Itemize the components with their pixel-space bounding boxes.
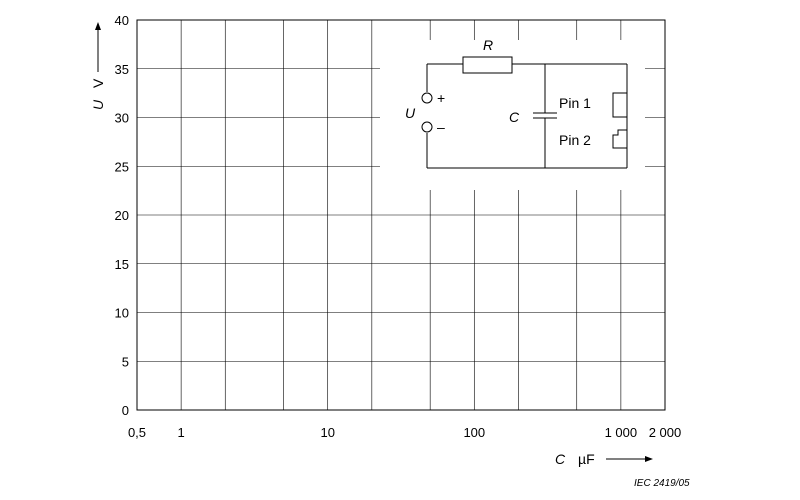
plot-border — [136, 19, 666, 411]
x-axis-arrow-head — [645, 456, 653, 462]
y-tick-label: 25 — [115, 159, 129, 174]
source-label: U — [405, 105, 416, 121]
y-tick-label: 40 — [115, 13, 129, 28]
x-tick-labels: 0,5 1 10 100 1 000 2 000 — [128, 425, 681, 440]
terminal-minus — [421, 121, 433, 133]
pin2-label: Pin 2 — [559, 132, 591, 148]
y-tick-label: 20 — [115, 208, 129, 223]
y-axis-label: U V — [90, 22, 106, 110]
x-tick-label: 0,5 — [128, 425, 146, 440]
plus-label: + — [437, 90, 445, 106]
x-tick-label: 10 — [320, 425, 334, 440]
x-axis-symbol: C — [555, 451, 566, 467]
y-axis-arrow-head — [95, 22, 101, 30]
reference-code: IEC 2419/05 — [634, 478, 690, 489]
capacitor-label: C — [509, 109, 520, 125]
y-tick-label: 35 — [115, 62, 129, 77]
y-tick-label: 15 — [115, 257, 129, 272]
y-tick-label: 30 — [115, 111, 129, 126]
y-tick-label: 10 — [115, 306, 129, 321]
y-tick-label: 5 — [122, 354, 129, 369]
pin1-label: Pin 1 — [559, 95, 591, 111]
resistor-label: R — [483, 37, 493, 53]
x-tick-label: 1 000 — [605, 425, 638, 440]
x-axis-unit: µF — [578, 451, 595, 467]
x-axis-label: C µF — [555, 451, 653, 467]
x-tick-label: 2 000 — [649, 425, 682, 440]
circuit-inset: R C U + – Pin 1 Pin 2 — [380, 37, 645, 190]
y-axis-unit: V — [90, 78, 106, 88]
x-tick-label: 100 — [463, 425, 485, 440]
y-tick-label: 0 — [122, 403, 129, 418]
pin1-block — [612, 92, 628, 118]
resistor — [462, 56, 513, 74]
y-axis-symbol: U — [90, 99, 106, 110]
terminal-plus — [421, 92, 433, 104]
y-tick-labels: 0 5 10 15 20 25 30 35 40 — [115, 13, 129, 418]
x-tick-label: 1 — [178, 425, 185, 440]
minus-label: – — [437, 119, 445, 135]
